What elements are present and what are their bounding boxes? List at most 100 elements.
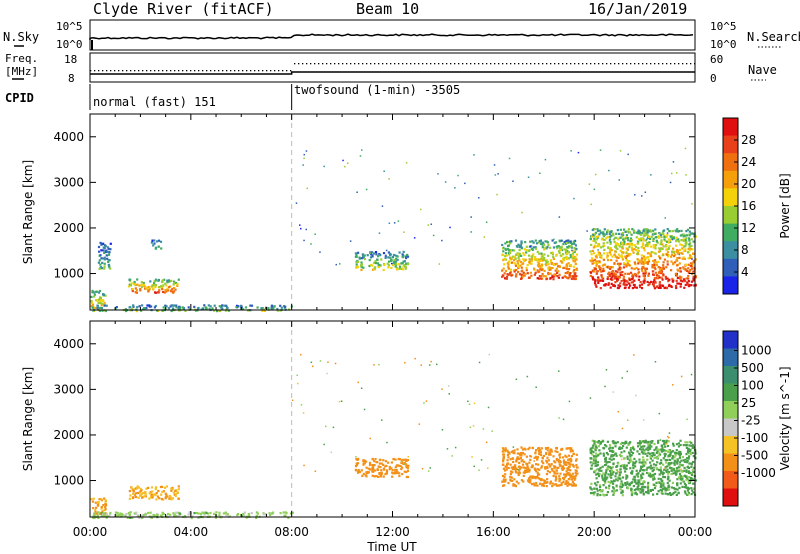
- scatter-point: [550, 467, 553, 471]
- scatter-point: [616, 441, 619, 444]
- scatter-point: [611, 278, 614, 281]
- scatter-point: [606, 476, 609, 479]
- scatter-point: [679, 234, 682, 237]
- scatter-point: [468, 403, 471, 405]
- scatter-point: [619, 468, 622, 471]
- scatter-point: [108, 259, 111, 262]
- scatter-point: [135, 310, 138, 313]
- scatter-point: [390, 266, 393, 270]
- scatter-point: [692, 460, 695, 464]
- scatter-point: [532, 246, 535, 249]
- y-tick-label: 4000: [53, 130, 84, 144]
- scatter-point: [669, 181, 672, 184]
- scatter-point: [517, 265, 521, 268]
- scatter-point: [594, 462, 597, 465]
- scatter-point: [606, 236, 609, 239]
- scatter-point: [685, 446, 688, 449]
- scatter-point: [668, 436, 670, 439]
- scatter-point: [635, 394, 637, 397]
- nave-dot: [454, 63, 456, 65]
- scatter-point: [593, 237, 596, 240]
- scatter-point: [176, 283, 179, 286]
- scatter-point: [93, 512, 96, 515]
- scatter-point: [139, 487, 142, 490]
- scatter-point: [397, 263, 401, 266]
- scatter-point: [666, 228, 669, 231]
- scatter-point: [530, 274, 533, 277]
- scatter-point: [612, 463, 615, 466]
- scatter-point: [648, 466, 651, 469]
- scatter-point: [545, 459, 548, 462]
- scatter-point: [691, 262, 694, 266]
- scatter-point: [643, 449, 646, 452]
- scatter-point: [420, 364, 422, 366]
- scatter-point: [92, 291, 95, 294]
- scatter-point: [627, 239, 630, 242]
- scatter-point: [379, 458, 382, 461]
- scatter-point: [518, 461, 521, 464]
- scatter-point: [691, 451, 694, 454]
- scatter-point: [595, 264, 598, 267]
- scatter-point: [156, 240, 159, 243]
- scatter-point: [391, 469, 394, 472]
- scatter-point: [684, 248, 687, 251]
- scatter-point: [504, 447, 507, 450]
- scatter-point: [692, 270, 695, 273]
- scatter-point: [596, 235, 599, 238]
- scatter-point: [529, 271, 532, 274]
- scatter-point: [406, 459, 409, 462]
- scatter-point: [571, 275, 574, 278]
- scatter-point: [109, 511, 112, 515]
- scatter-point: [567, 481, 570, 484]
- scatter-point: [349, 240, 352, 242]
- scatter-point: [603, 244, 606, 247]
- scatter-point: [669, 241, 672, 243]
- scatter-point: [522, 466, 525, 469]
- nave-dot: [302, 63, 304, 65]
- scatter-point: [131, 307, 134, 310]
- scatter-point: [598, 449, 601, 452]
- scatter-point: [297, 382, 299, 385]
- scatter-point: [670, 467, 673, 470]
- scatter-point: [404, 265, 407, 268]
- scatter-point: [609, 242, 612, 245]
- scatter-point: [667, 471, 670, 474]
- scatter-point: [376, 258, 379, 261]
- scatter-point: [166, 279, 169, 282]
- scatter-point: [355, 456, 357, 458]
- scatter-point: [549, 268, 552, 271]
- scatter-point: [655, 274, 659, 277]
- scatter-point: [606, 256, 609, 259]
- scatter-point: [612, 391, 614, 393]
- cpid-segment-1: normal (fast) 151: [93, 95, 216, 109]
- scatter-point: [310, 243, 312, 245]
- scatter-point: [621, 494, 624, 497]
- scatter-point: [676, 249, 679, 252]
- scatter-point: [681, 477, 684, 480]
- nave-dot: [278, 70, 280, 72]
- scatter-point: [514, 275, 518, 278]
- scatter-point: [282, 511, 285, 514]
- y-tick-label: 3000: [53, 175, 84, 189]
- scatter-point: [657, 265, 660, 269]
- scatter-point: [622, 275, 625, 278]
- scatter-point: [394, 468, 397, 471]
- scatter-point: [521, 263, 524, 266]
- scatter-point: [591, 453, 594, 456]
- scatter-point: [150, 495, 153, 499]
- scatter-point: [395, 257, 398, 260]
- scatter-point: [608, 444, 612, 447]
- scatter-point: [102, 512, 106, 515]
- scatter-point: [184, 515, 187, 518]
- scatter-point: [663, 455, 667, 458]
- scatter-point: [384, 256, 387, 259]
- scatter-point: [593, 282, 597, 285]
- scatter-point: [91, 303, 95, 306]
- scatter-point: [291, 511, 294, 514]
- scatter-point: [682, 459, 685, 462]
- scatter-point: [509, 273, 512, 276]
- scatter-point: [100, 242, 103, 245]
- scatter-point: [518, 467, 522, 470]
- scatter-point: [519, 261, 523, 264]
- scatter-point: [645, 468, 648, 471]
